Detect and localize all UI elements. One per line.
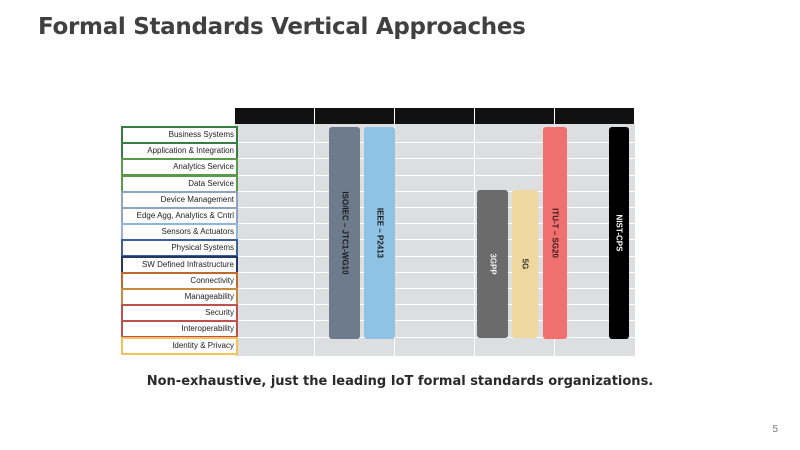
standards-org-label: 5G <box>520 258 530 270</box>
diagram-grid <box>235 108 635 356</box>
row-divider <box>235 223 635 225</box>
row-divider <box>235 190 635 192</box>
row-divider <box>235 271 635 273</box>
column-header <box>315 108 395 124</box>
standards-org-label: ISO/IEC – JTC1-WG10 <box>340 191 349 275</box>
standards-org-bar: 3GPP <box>477 190 508 338</box>
row-divider <box>235 174 635 176</box>
row-divider <box>235 142 635 144</box>
column-header <box>475 108 555 124</box>
standards-org-bar: ISO/IEC – JTC1-WG10 <box>329 127 360 339</box>
standards-org-bar: IEEE – P2413 <box>364 127 395 339</box>
standards-org-label: 3GPP <box>488 253 497 275</box>
row-divider <box>235 288 635 289</box>
standards-org-bar: ITU-T – SG20 <box>543 127 567 339</box>
standards-org-bar: 5G <box>512 190 538 338</box>
standards-org-bar: NIST-CPS <box>609 127 629 339</box>
row-divider <box>235 320 635 322</box>
column-header <box>395 108 475 124</box>
layer-label: Identity & Privacy <box>121 336 238 355</box>
row-divider <box>235 255 635 257</box>
footnote: Non-exhaustive, just the leading IoT for… <box>146 374 654 389</box>
row-divider <box>235 336 635 338</box>
row-divider <box>235 239 635 241</box>
slide-title: Formal Standards Vertical Approaches <box>38 14 526 40</box>
row-divider <box>235 304 635 306</box>
row-divider <box>235 207 635 208</box>
standards-org-label: NIST-CPS <box>614 214 624 252</box>
row-divider <box>235 158 635 160</box>
standards-org-label: IEEE – P2413 <box>375 207 384 259</box>
standards-org-label: ITU-T – SG20 <box>550 208 560 258</box>
column-header <box>555 108 635 124</box>
page-number: 5 <box>772 424 778 435</box>
column-header <box>235 108 315 124</box>
